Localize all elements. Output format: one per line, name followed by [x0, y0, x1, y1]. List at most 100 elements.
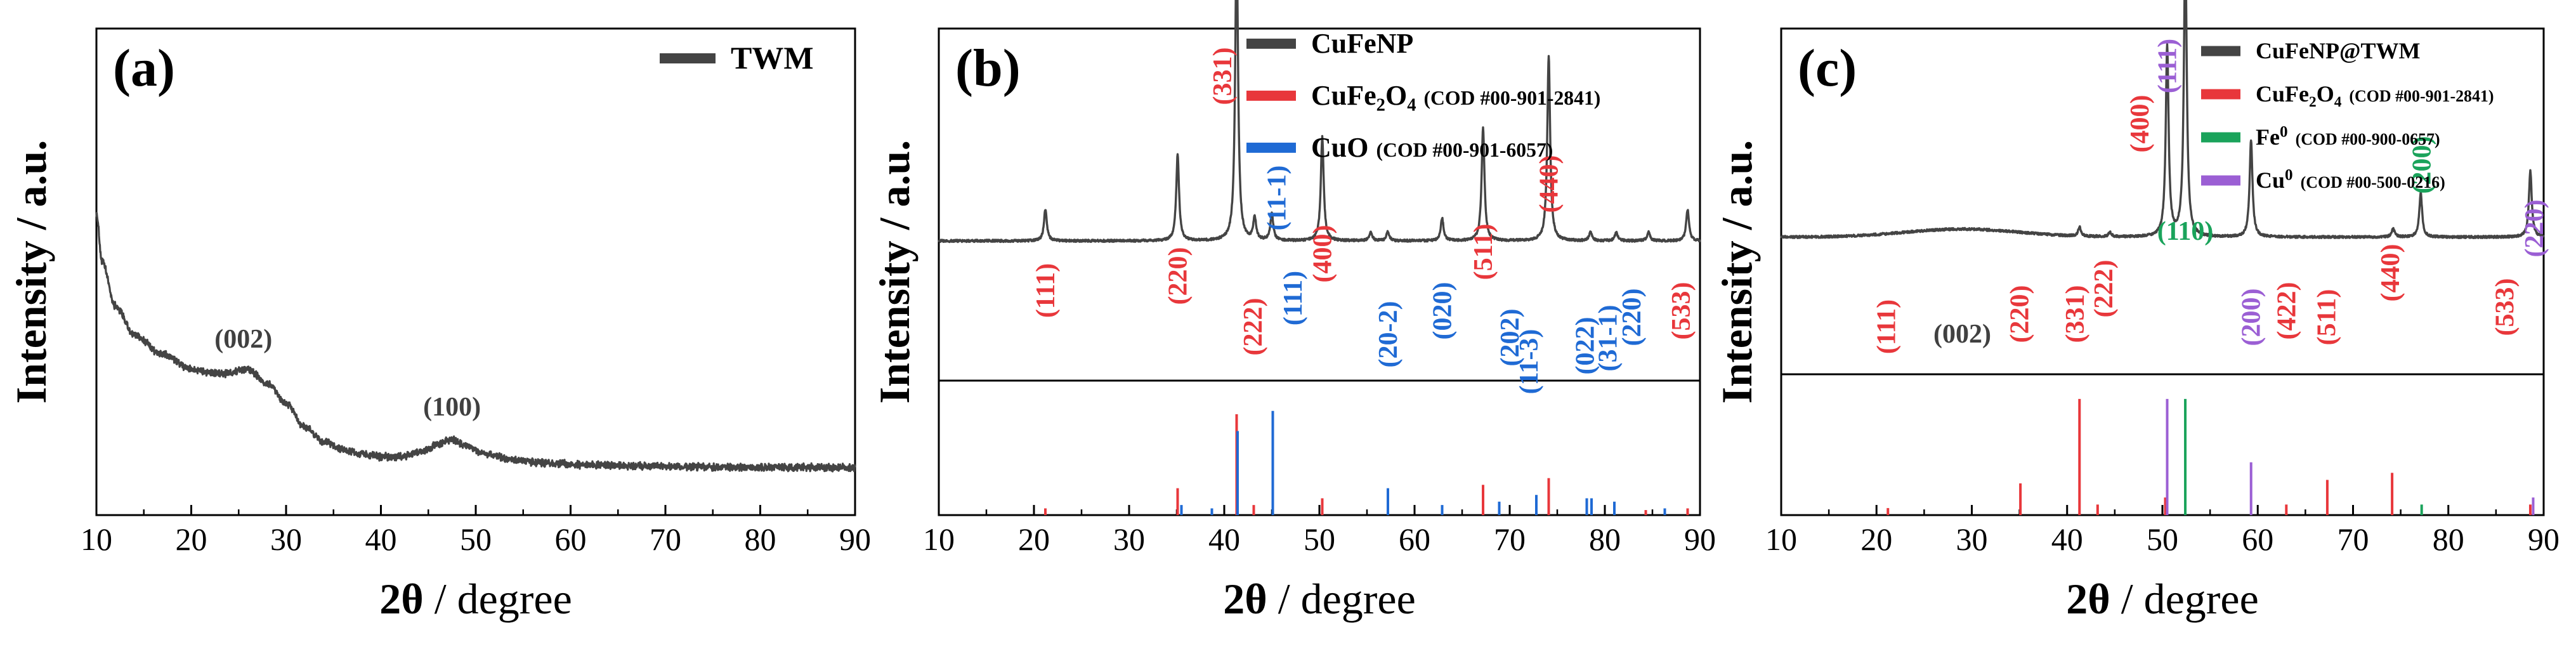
legend-cod: (COD #00-900-0657) — [2296, 130, 2440, 148]
x-tick-label: 40 — [2051, 521, 2083, 557]
peak-label: (11-3) — [1515, 329, 1544, 395]
peak-label: (11-1) — [1263, 166, 1292, 231]
panel-1: 10 20 30 40 50 60 70 80 90 2θ / degree Intensity /… — [870, 0, 1716, 623]
peak-label: (111) — [1031, 263, 1061, 318]
legend-text: Fe — [2256, 124, 2280, 150]
legend-text: CuFe — [1311, 80, 1376, 111]
legend-cod: (COD #00-500-0216) — [2301, 173, 2445, 192]
x-tick-label: 90 — [1684, 521, 1716, 557]
x-axis-title: 2θ / degree — [1223, 575, 1416, 623]
legend-entry: CuFe2O4 (COD #00-901-2841) — [1311, 80, 1600, 115]
peak-label: (111) — [2154, 39, 2183, 93]
legend-text: O — [1385, 80, 1407, 111]
legend-sub: 2 — [2309, 94, 2317, 110]
legend-entry: Fe0 (COD #00-900-0657) — [2256, 123, 2440, 150]
x-axis-unit: / degree — [2110, 575, 2259, 623]
x-tick-label: 60 — [555, 521, 587, 557]
y-axis-title: Intensity / a.u. — [870, 140, 919, 404]
peak-label: (422) — [2272, 282, 2301, 340]
y-axis-title: Intensity / a.u. — [7, 140, 55, 404]
x-tick-label: 20 — [1018, 521, 1050, 557]
legend-entry: CuFeNP@TWM — [2256, 38, 2420, 63]
x-tick-label: 60 — [2242, 521, 2273, 557]
peak-label: (111) — [1872, 299, 1901, 354]
x-tick-label: 70 — [1494, 521, 1526, 557]
panel-label: (b) — [955, 39, 1021, 98]
legend-text: TWM — [731, 40, 814, 75]
x-tick-label: 70 — [2337, 521, 2369, 557]
x-axis-symbol: 2θ — [379, 575, 424, 623]
peak-label: (440) — [2376, 244, 2405, 302]
peak-label: (331) — [1208, 48, 1238, 105]
x-tick-label: 20 — [176, 521, 207, 557]
peak-label: (400) — [2126, 95, 2155, 153]
peak-label: (331) — [2061, 285, 2090, 343]
peak-label: (200) — [2408, 136, 2437, 194]
peak-label: (110) — [2157, 217, 2214, 246]
y-axis-title: Intensity / a.u. — [1713, 140, 1761, 404]
x-tick-label: 90 — [2528, 521, 2560, 557]
x-tick-label: 90 — [839, 521, 871, 557]
x-axis-unit: / degree — [424, 575, 572, 623]
x-tick-label: 10 — [923, 521, 955, 557]
legend-text: CuO — [1311, 132, 1368, 163]
peak-label: (022) — [1571, 317, 1600, 375]
panel-label: (c) — [1798, 39, 1857, 98]
legend-text: Cu — [2256, 167, 2285, 193]
legend-sub: 4 — [2334, 94, 2342, 110]
legend-cod: (COD #00-901-2841) — [1423, 87, 1600, 109]
x-axis-unit: / degree — [1267, 575, 1416, 623]
x-axis-symbol: 2θ — [1223, 575, 1267, 623]
x-tick-label: 60 — [1399, 521, 1430, 557]
panel-0: 10 20 30 40 50 60 70 80 90 2θ / degree Intensity /… — [7, 27, 871, 623]
x-axis-title: 2θ / degree — [379, 575, 572, 623]
x-tick-label: 50 — [2147, 521, 2178, 557]
x-axis-symbol: 2θ — [2066, 575, 2110, 623]
peak-label: (511) — [2312, 289, 2341, 346]
x-tick-label: 10 — [1765, 521, 1797, 557]
x-tick-label: 80 — [1589, 521, 1621, 557]
peak-label: (220) — [1164, 247, 1193, 305]
peak-label: (111) — [1279, 271, 1308, 325]
x-tick-label: 40 — [1208, 521, 1240, 557]
peak-label: (220) — [1618, 289, 1647, 346]
legend-entry: Cu0 (COD #00-500-0216) — [2256, 166, 2445, 193]
x-axis-title: 2θ / degree — [2066, 575, 2259, 623]
peak-label: (511) — [1469, 224, 1498, 280]
legend-cod: (COD #00-901-6057) — [1376, 139, 1553, 161]
legend-sup: 0 — [2280, 123, 2288, 140]
legend-entry: TWM — [731, 40, 814, 75]
peak-label: (200) — [2237, 289, 2266, 346]
peak-label: (020) — [1429, 282, 1458, 340]
legend-text: CuFe — [2256, 81, 2309, 107]
x-tick-label: 80 — [745, 521, 776, 557]
peak-label: (222) — [1239, 298, 1268, 356]
legend-sup: 0 — [2285, 166, 2293, 183]
peak-label: (220) — [2006, 285, 2035, 343]
peak-label: (31-1) — [1594, 305, 1623, 372]
peak-label: (400) — [1309, 225, 1338, 283]
panel-label: (a) — [113, 39, 175, 98]
x-tick-label: 20 — [1860, 521, 1892, 557]
x-tick-label: 10 — [81, 521, 112, 557]
x-tick-label: 30 — [270, 521, 302, 557]
x-tick-label: 30 — [1956, 521, 1988, 557]
peak-label: (533) — [2490, 278, 2520, 336]
x-tick-label: 80 — [2433, 521, 2464, 557]
series-line — [95, 212, 856, 473]
peak-label: (440) — [1535, 155, 1564, 213]
legend-cod: (COD #00-901-2841) — [2349, 87, 2494, 105]
legend-entry: CuO (COD #00-901-6057) — [1311, 132, 1553, 163]
series-line — [1780, 0, 2545, 239]
series-line — [938, 0, 1701, 244]
peak-label: (533) — [1667, 282, 1696, 340]
legend-entry: CuFeNP — [1311, 28, 1413, 59]
legend-sub: 4 — [1407, 96, 1416, 115]
x-tick-label: 40 — [365, 521, 397, 557]
plot-frame — [95, 27, 856, 516]
x-tick-label: 30 — [1113, 521, 1145, 557]
x-tick-label: 70 — [650, 521, 681, 557]
x-tick-label: 50 — [460, 521, 492, 557]
